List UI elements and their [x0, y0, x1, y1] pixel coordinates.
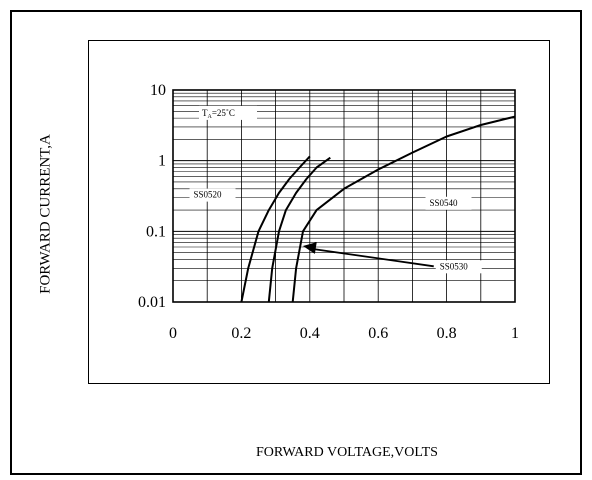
annotation-bg — [425, 196, 472, 210]
annotation-arrow-shaft — [312, 248, 434, 268]
outer-frame — [10, 10, 582, 475]
condition-label-bg — [199, 105, 257, 120]
x-tick-label: 1 — [511, 325, 519, 342]
y-tick-label: 10 — [150, 82, 166, 99]
plot-area-border — [172, 89, 516, 303]
curves — [240, 115, 516, 303]
annotation-bg — [189, 188, 236, 202]
x-tick-label: 0.6 — [368, 325, 388, 342]
labels: 0 0.2 0.4 0.6 0.8 1 0.01 0.1 1 10 TA=25˚C SS0520 SS0… — [138, 82, 519, 342]
annotation-bg — [435, 260, 482, 274]
y-tick-label: 0.1 — [146, 223, 166, 240]
condition-label: TA=25˚C — [202, 108, 235, 120]
y-tick-label: 0.01 — [138, 294, 166, 311]
annotation-label: SS0540 — [430, 198, 459, 208]
x-tick-label: 0.2 — [231, 325, 251, 342]
x-tick-label: 0.8 — [437, 325, 457, 342]
x-tick-label: 0 — [169, 325, 177, 342]
plot-box — [88, 40, 550, 384]
series-line-ss0540 — [291, 115, 516, 303]
annotation-label: SS0530 — [440, 261, 469, 271]
y-tick-label: 1 — [158, 153, 166, 170]
x-tick-label: 0.4 — [300, 325, 320, 342]
x-axis-label: FORWARD VOLTAGE,VOLTS — [256, 445, 438, 460]
annotation-label: SS0520 — [194, 190, 223, 200]
axes — [172, 89, 516, 303]
series-line-ss0530 — [267, 156, 331, 303]
annotation-arrow-head — [302, 242, 317, 254]
series-line-ss0520 — [240, 155, 311, 303]
